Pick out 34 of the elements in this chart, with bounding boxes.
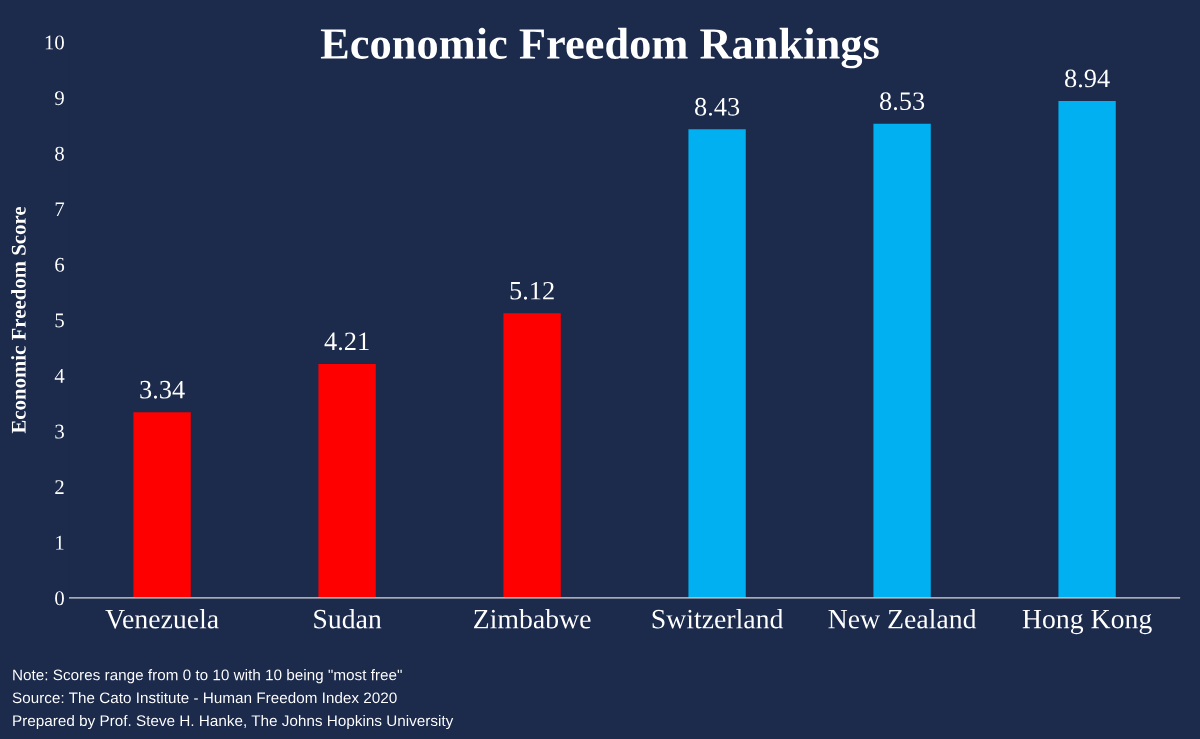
data-label: 8.53 bbox=[880, 92, 925, 111]
text: Note: Scores range from 0 to 10 with 10 being "most free" bbox=[13, 669, 402, 684]
y-tick-label: 2 bbox=[55, 480, 64, 494]
y-tick-label: 8 bbox=[55, 146, 64, 161]
y-tick-label: 7 bbox=[55, 202, 65, 217]
bar bbox=[318, 363, 376, 598]
bar bbox=[133, 412, 191, 598]
y-tick-label: 9 bbox=[54, 91, 64, 106]
x-tick-label: New Zealand bbox=[828, 608, 977, 629]
y-tick-label: 4 bbox=[54, 369, 65, 383]
bar bbox=[873, 123, 931, 598]
data-label: 3.34 bbox=[140, 380, 185, 399]
x-tick-label: Hong Kong bbox=[1022, 609, 1152, 635]
data-label: 8.43 bbox=[695, 97, 740, 116]
y-tick-label: 10 bbox=[45, 35, 64, 50]
x-tick-label: Switzerland bbox=[652, 608, 784, 629]
data-label: 4.21 bbox=[324, 332, 369, 351]
chart-title: Economic Freedom Rankings bbox=[320, 27, 879, 69]
data-label: 8.94 bbox=[1065, 69, 1110, 88]
y-tick-label: 0 bbox=[55, 591, 64, 606]
y-tick-label: 3 bbox=[55, 424, 64, 439]
x-tick-label: Venezuela bbox=[105, 608, 219, 629]
x-tick-label: Sudan bbox=[314, 608, 382, 629]
bar bbox=[1058, 101, 1116, 598]
y-tick-label: 6 bbox=[55, 257, 65, 272]
x-tick-label: Zimbabwe bbox=[474, 608, 591, 629]
y-tick-label: 1 bbox=[56, 535, 64, 550]
bar bbox=[503, 313, 561, 598]
bar bbox=[688, 129, 746, 598]
data-label: 5.12 bbox=[510, 281, 554, 300]
source-note: Source: The Cato Institute - Human Freedom Index 2020 bbox=[12, 691, 397, 704]
y-tick-label: 5 bbox=[55, 313, 64, 328]
y-axis-title: Economic Freedom Score bbox=[11, 206, 26, 434]
text: Prepared by Prof. Steve H. Hanke, The Johns Hopkins University bbox=[13, 714, 454, 730]
